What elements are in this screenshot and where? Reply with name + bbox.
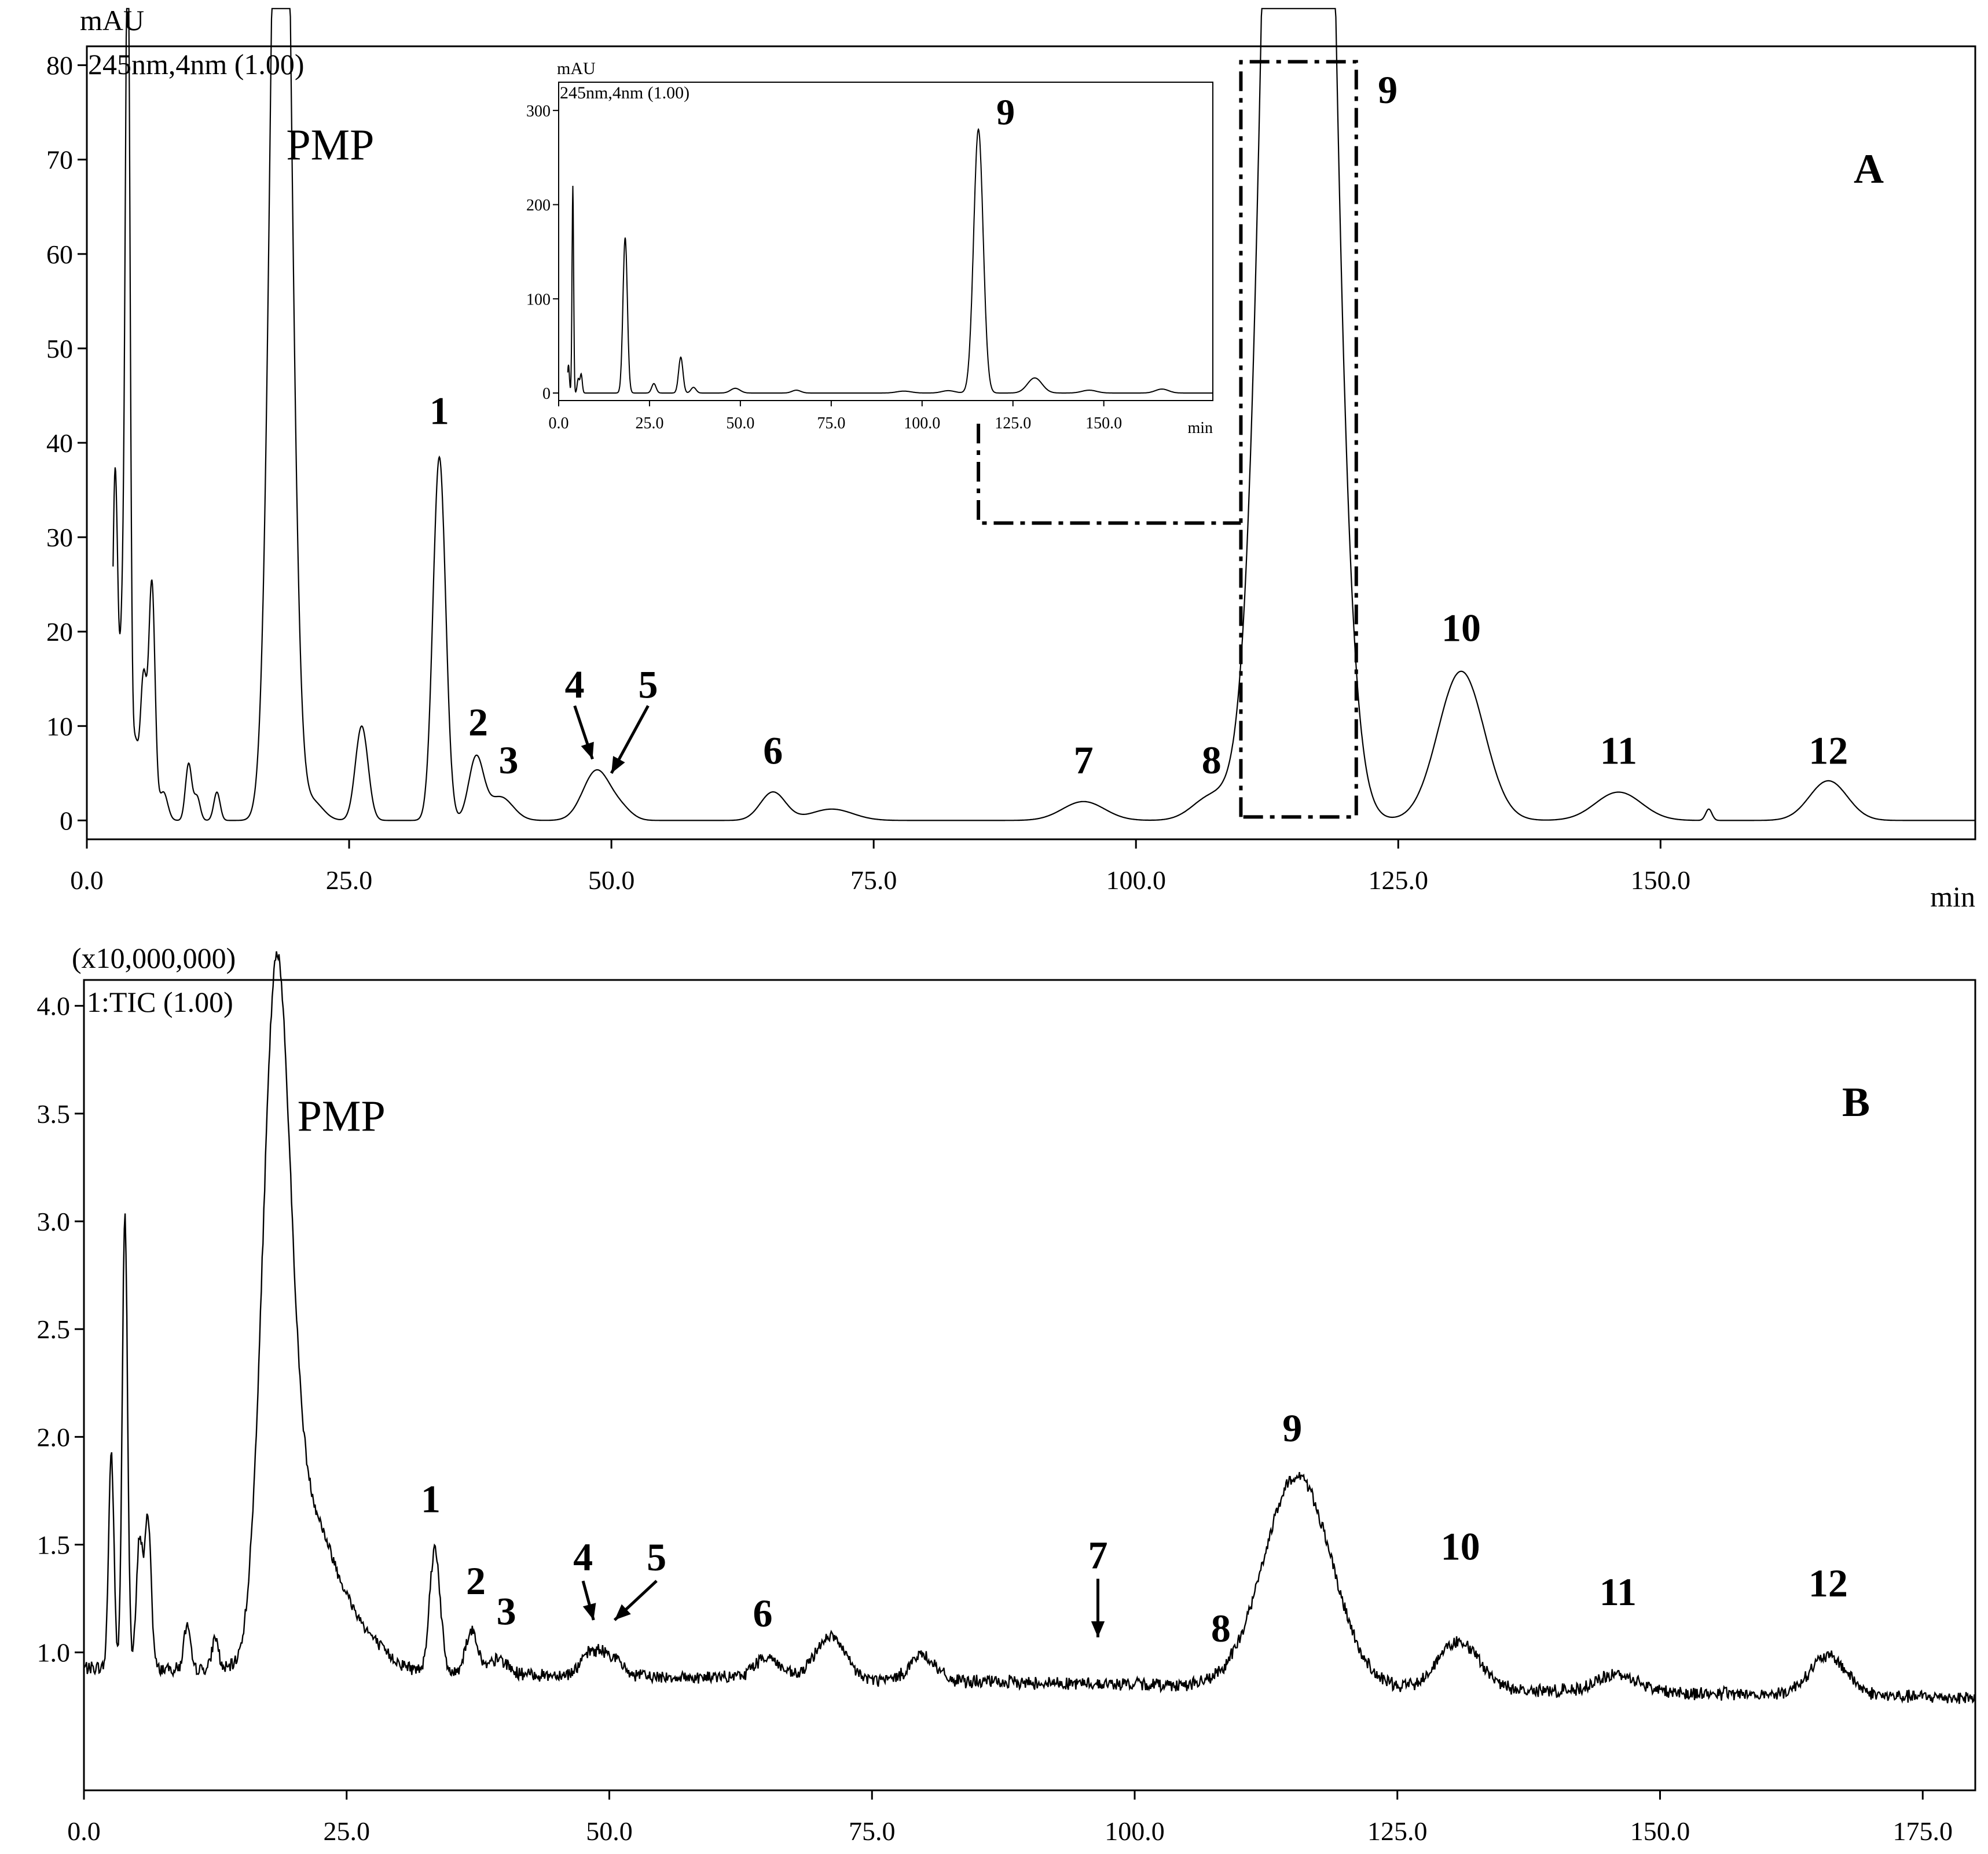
inset-plot-frame: [558, 82, 1213, 401]
panel-a-x-tick-label: 125.0: [1369, 865, 1429, 895]
panel-b-x-tick-label: 175.0: [1893, 1816, 1953, 1846]
panel-a-peak-label-2: 2: [468, 700, 488, 744]
panel-a-peak-label-11: 11: [1600, 729, 1637, 773]
panel-a-peak-label-9: 9: [1378, 68, 1398, 112]
panel-b-arrowhead-5: [614, 1604, 631, 1620]
panel-a-peak-label-pmp: PMP: [286, 121, 374, 170]
panel-a-y-tick-label: 80: [46, 51, 73, 80]
panel-a-peak-label-8: 8: [1202, 738, 1222, 782]
panel-a-trace-line: [112, 8, 1975, 821]
panel-b-peak-label-1: 1: [421, 1477, 441, 1521]
panel-a-peak-label-4: 4: [565, 662, 585, 706]
panel-a-y-tick-label: 60: [46, 240, 73, 269]
panel-b-x-tick-label: 100.0: [1105, 1816, 1165, 1846]
panel-a-arrowhead-5: [611, 755, 625, 773]
panel-a-trace-label: 245nm,4nm (1.00): [88, 48, 305, 80]
panel-b-y-tick-label: 2.0: [37, 1422, 71, 1452]
inset-trace-label: 245nm,4nm (1.00): [560, 83, 689, 102]
panel-b-y-tick-label: 2.5: [37, 1315, 71, 1344]
inset-x-tick-label: 100.0: [904, 414, 940, 432]
inset-x-tick-label: 25.0: [635, 414, 663, 432]
panel-b-trace-line: [83, 951, 1975, 1704]
panel-a-peak-label-6: 6: [763, 729, 783, 773]
panel-b-arrowhead-7: [1091, 1621, 1105, 1638]
panel-b-x-tick-label: 150.0: [1630, 1816, 1690, 1846]
panel-a-arrowhead-4: [581, 741, 594, 759]
panel-b-peak-label-2: 2: [466, 1559, 486, 1603]
panel-b-peak-label-pmp: PMP: [298, 1092, 386, 1141]
inset-background: [559, 82, 1213, 401]
panel-a-x-tick-label: 25.0: [326, 865, 373, 895]
panel-b-peak-label-8: 8: [1211, 1606, 1231, 1650]
panel-b-trace-label: 1:TIC (1.00): [87, 986, 233, 1018]
panel-a-y-unit: mAU: [80, 4, 144, 36]
inset-x-tick-label: 0.0: [549, 414, 569, 432]
zoom-connector-line: [977, 424, 1241, 525]
panel-a-x-tick-label: 0.0: [70, 865, 104, 895]
panel-a-y-tick-label: 20: [46, 617, 73, 647]
inset-x-tick-label: 150.0: [1085, 414, 1122, 432]
zoom-box-peak-9: [1239, 60, 1358, 819]
panel-a-x-tick-label: 75.0: [850, 865, 897, 895]
panel-a-peak-label-3: 3: [499, 738, 519, 782]
inset-x-tick-label: 50.0: [726, 414, 754, 432]
inset-x-unit: min: [1187, 419, 1213, 437]
panel-a-y-tick-label: 50: [46, 334, 73, 364]
panel-b-peak-label-5: 5: [647, 1535, 666, 1579]
panel-a-inset-full-chromatogram: 0.0 25.0 50.0 75.0 100.0 125.0 150.0 0 100 200 300…: [526, 59, 1213, 437]
panel-b-x-tick-label: 0.0: [67, 1816, 101, 1846]
panel-b-y-tick-label: 1.5: [37, 1530, 71, 1560]
panel-a-x-unit: min: [1930, 880, 1975, 913]
inset-peak-label-9: 9: [996, 91, 1015, 133]
inset-y-tick-label: 0: [542, 385, 551, 403]
panel-b-peak-label-10: 10: [1441, 1525, 1480, 1569]
panel-b-y-unit: (x10,000,000): [72, 942, 236, 974]
panel-a-x-tick-label: 150.0: [1631, 865, 1691, 895]
panel-b-y-tick-label: 3.5: [37, 1099, 71, 1129]
panel-a-y-tick-label: 40: [46, 428, 73, 458]
panel-a-y-tick-label: 10: [46, 711, 73, 741]
panel-b-peak-label-4: 4: [573, 1535, 593, 1579]
panel-a-peak-label-5: 5: [639, 662, 658, 706]
panel-a-x-tick-label: 50.0: [588, 865, 635, 895]
panel-a-hplc-chromatogram: 0.0 25.0 50.0 75.0 100.0 125.0 150.00102030405…: [46, 4, 1976, 913]
inset-y-tick-label: 100: [526, 291, 551, 309]
panel-a-peak-label-7: 7: [1074, 738, 1094, 782]
panel-b-peak-label-11: 11: [1600, 1570, 1637, 1614]
panel-b-peak-label-9: 9: [1282, 1406, 1302, 1450]
panel-a-y-tick-label: 70: [46, 145, 73, 175]
panel-b-y-tick-label: 4.0: [37, 992, 71, 1021]
panel-b-peak-label-6: 6: [753, 1591, 772, 1635]
panel-a-peak-label-12: 12: [1809, 729, 1848, 773]
panel-b-peak-label-12: 12: [1809, 1561, 1848, 1605]
inset-x-tick-label: 125.0: [995, 414, 1031, 432]
inset-y-unit: mAU: [557, 59, 596, 78]
inset-y-tick-label: 200: [526, 197, 551, 215]
panel-b-peak-label-3: 3: [497, 1589, 516, 1633]
panel-a-peak-label-1: 1: [430, 388, 449, 432]
inset-x-tick-label: 75.0: [817, 414, 845, 432]
panel-b-y-tick-label: 1.0: [37, 1638, 71, 1668]
panel-a-peak-label-10: 10: [1442, 606, 1481, 650]
panel-b-letter: B: [1842, 1079, 1870, 1125]
panel-a-y-tick-label: 30: [46, 523, 73, 552]
panel-a-letter: A: [1854, 146, 1884, 192]
panel-b-y-tick-label: 3.0: [37, 1207, 71, 1236]
panel-b-peak-label-7: 7: [1088, 1533, 1107, 1577]
panel-a-x-tick-label: 100.0: [1106, 865, 1166, 895]
panel-b-x-tick-label: 50.0: [586, 1816, 633, 1846]
panel-b-x-tick-label: 75.0: [849, 1816, 896, 1846]
panel-b-plot-frame: [83, 979, 1976, 1791]
inset-y-tick-label: 300: [526, 102, 551, 120]
panel-a-y-tick-label: 0: [60, 806, 73, 835]
panel-b-x-tick-label: 125.0: [1367, 1816, 1428, 1846]
panel-b-x-tick-label: 25.0: [324, 1816, 371, 1846]
inset-trace-line: [567, 128, 1213, 394]
panel-b-tic-chromatogram: 0.0 25.0 50.0 75.0 100.0 125.0 150.0 175.0 1.0 1.…: [37, 942, 1976, 1846]
panel-b-arrowhead-4: [582, 1603, 596, 1620]
